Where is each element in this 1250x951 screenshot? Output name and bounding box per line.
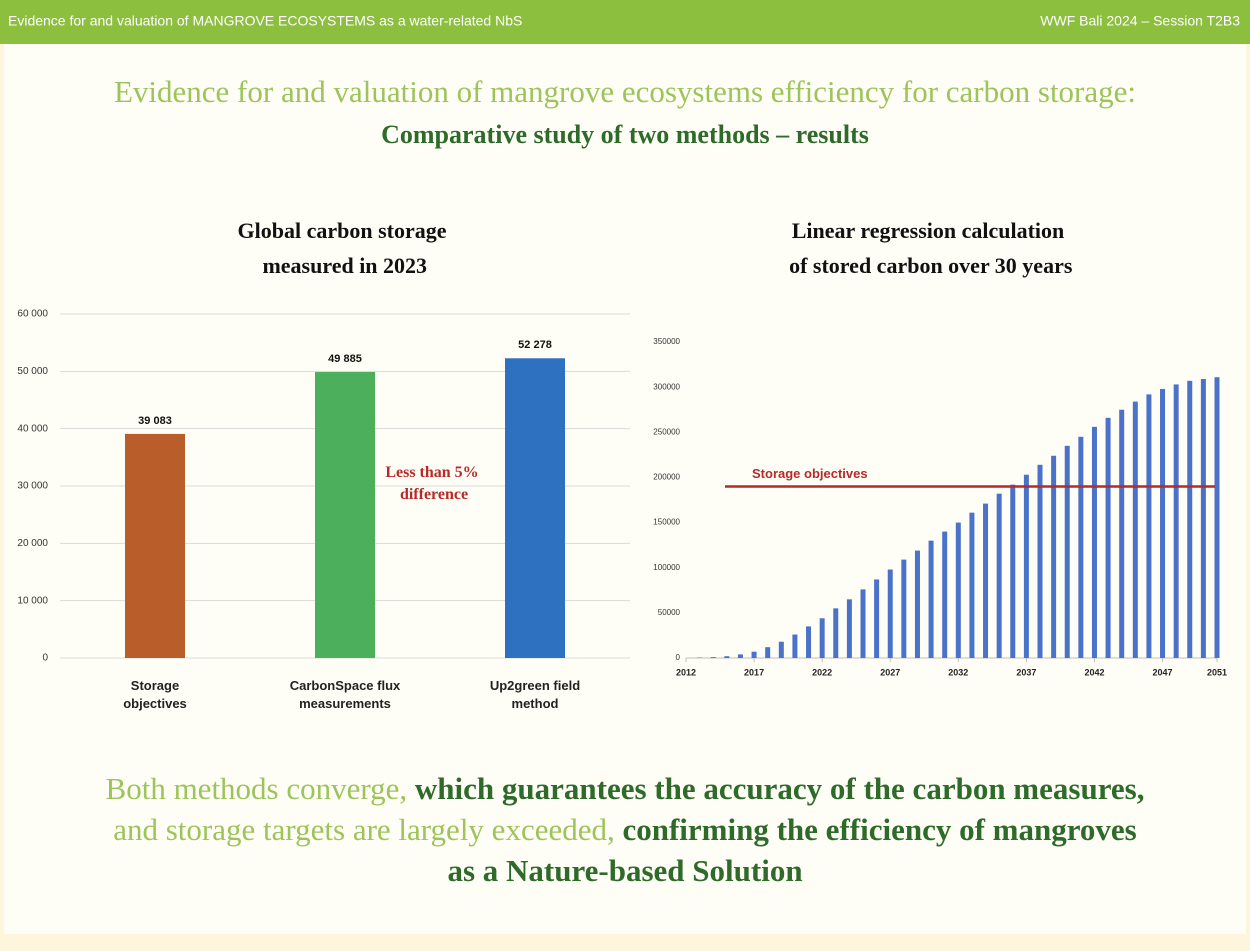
bar: [929, 541, 934, 658]
y-tick-label: 60 000: [17, 309, 48, 320]
y-tick-label: 0: [676, 653, 681, 662]
x-tick-label: Up2green field method: [480, 677, 590, 713]
conclusion-segment: and storage targets are largely exceeded…: [113, 812, 622, 847]
x-tick-label: 2012: [676, 667, 696, 677]
slide-title: Evidence for and valuation of mangrove e…: [114, 74, 1136, 109]
bar: [1187, 381, 1192, 658]
bar: [315, 372, 375, 658]
bar: [1146, 394, 1151, 658]
bar: [779, 642, 784, 658]
x-tick-label: 2027: [880, 667, 900, 677]
bar: [1201, 379, 1206, 658]
header-left: Evidence for and valuation of MANGROVE E…: [8, 13, 522, 29]
bar: [724, 656, 729, 658]
bar: [942, 532, 947, 658]
bar: [969, 513, 974, 658]
data-label: 49 885: [328, 353, 362, 365]
y-tick-label: 250000: [653, 427, 680, 436]
y-tick-label: 300000: [653, 382, 680, 391]
x-tick-label: Storage objectives: [110, 677, 200, 713]
y-tick-label: 50000: [658, 608, 681, 617]
y-tick-label: 30 000: [17, 481, 48, 492]
y-tick-label: 200000: [653, 473, 680, 482]
bar: [956, 523, 961, 658]
y-tick-label: 0: [42, 653, 48, 664]
bar: [820, 618, 825, 658]
bar: [1078, 437, 1083, 658]
header-right: WWF Bali 2024 – Session T2B3: [1040, 13, 1240, 29]
bar: [1065, 446, 1070, 658]
x-tick-label: 2051: [1207, 667, 1227, 677]
bar: [888, 570, 893, 658]
bar: [847, 599, 852, 658]
conclusion-segment: Both methods converge,: [106, 771, 415, 806]
bar: [901, 560, 906, 658]
bar: [861, 589, 866, 658]
y-tick-label: 100000: [653, 563, 680, 572]
bar: [874, 579, 879, 658]
y-tick-label: 350000: [653, 337, 680, 346]
x-tick-label: 2032: [948, 667, 968, 677]
bar: [833, 608, 838, 658]
x-tick-label: CarbonSpace flux measurements: [270, 677, 420, 713]
bar: [806, 626, 811, 658]
bar: [1038, 465, 1043, 658]
data-label: 39 083: [138, 415, 172, 427]
bar: [752, 652, 757, 658]
x-tick-label: 2022: [812, 667, 832, 677]
reference-label: Storage objectives: [752, 466, 868, 481]
bar: [997, 494, 1002, 658]
x-tick-label: 2047: [1153, 667, 1173, 677]
bar: [1133, 402, 1138, 658]
bar: [1106, 418, 1111, 658]
x-tick-label: 2042: [1084, 667, 1104, 677]
bar: [1010, 485, 1015, 658]
y-tick-label: 20 000: [17, 538, 48, 549]
x-tick-label: 2037: [1016, 667, 1036, 677]
y-tick-label: 50 000: [17, 366, 48, 377]
bar: [738, 654, 743, 658]
x-tick-label: 2017: [744, 667, 764, 677]
bar: [792, 635, 797, 658]
y-tick-label: 40 000: [17, 423, 48, 434]
slide-subtitle: Comparative study of two methods – resul…: [381, 120, 869, 149]
data-label: 52 278: [518, 339, 552, 351]
y-tick-label: 150000: [653, 518, 680, 527]
bar: [915, 551, 920, 658]
conclusion-segment: which guarantees the accuracy of the car…: [415, 771, 1145, 806]
bar: [1215, 377, 1220, 658]
bar: [983, 504, 988, 658]
y-tick-label: 10 000: [17, 595, 48, 606]
bar: [765, 647, 770, 658]
bar: [125, 434, 185, 658]
bar: [711, 657, 716, 658]
bar: [1119, 410, 1124, 658]
bar: [1174, 384, 1179, 658]
bar: [1024, 475, 1029, 658]
bar: [1092, 427, 1097, 658]
bar: [505, 358, 565, 658]
conclusion: Both methods converge, which guarantees …: [100, 768, 1150, 891]
bar: [1160, 389, 1165, 658]
